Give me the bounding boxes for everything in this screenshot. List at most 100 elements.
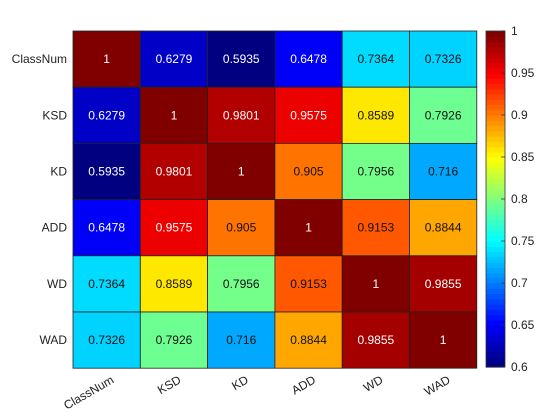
- cell-value-label: 1: [171, 108, 178, 122]
- heatmap-cell-ClassNum-WAD: [409, 30, 478, 88]
- cell-value-label: 0.9153: [357, 221, 394, 235]
- cell-value-label: 0.9855: [357, 333, 394, 347]
- colorbar-segment: [486, 220, 505, 226]
- cell-value-label: 0.716: [226, 333, 256, 347]
- cell-value-label: 0.9855: [425, 277, 462, 291]
- cell-value-label: 0.8844: [290, 333, 327, 347]
- x-tick-labels: ClassNum KSD KD ADD WD WAD: [61, 373, 453, 413]
- colorbar-segment: [486, 209, 505, 216]
- colorbar-tick-label: 1: [511, 24, 518, 38]
- cell-value-label: 1: [373, 277, 380, 291]
- heatmap-cell-KSD-ADD: [274, 86, 343, 144]
- heatmap-cell-WAD-ClassNum: [72, 311, 141, 369]
- colorbar-tick-label: 0.75: [511, 234, 535, 248]
- colorbar-segment: [486, 125, 505, 132]
- y-tick-label-WAD: WAD: [39, 333, 67, 347]
- colorbar-segment: [486, 178, 505, 184]
- colorbar-segment: [486, 62, 505, 69]
- heatmap-cell-KD-ADD: [274, 142, 343, 200]
- cell-value-label: 0.905: [294, 165, 324, 179]
- heatmap-cell-ADD-KSD: [139, 199, 209, 257]
- colorbar-segment: [486, 298, 505, 305]
- heatmap-cells: [72, 30, 478, 369]
- colorbar-segment: [486, 272, 505, 279]
- heatmap-cell-ADD-KD: [207, 199, 276, 257]
- x-tick-label-ADD: ADD: [289, 373, 318, 398]
- heatmap-cell-KD-ClassNum: [72, 142, 141, 200]
- cell-value-label: 0.7956: [357, 165, 394, 179]
- colorbar-segment: [486, 199, 505, 205]
- heatmap-cell-WD-ADD: [274, 255, 343, 313]
- cell-value-label: 1: [440, 333, 447, 347]
- colorbar-segment: [486, 167, 505, 174]
- heatmap-cell-ClassNum-ADD: [274, 30, 343, 88]
- colorbar-segment: [486, 104, 505, 111]
- cell-value-label: 0.6478: [290, 52, 327, 66]
- colorbar-segment: [486, 162, 505, 169]
- colorbar-tick-label: 0.8: [511, 192, 528, 206]
- colorbar-segment: [486, 351, 505, 358]
- colorbar-segment: [486, 146, 505, 153]
- colorbar-segment: [486, 277, 505, 284]
- colorbar-segment: [486, 246, 505, 253]
- cell-value-label: 0.7364: [88, 277, 125, 291]
- colorbar-segment: [486, 136, 505, 142]
- heatmap-cell-ADD-WD: [341, 199, 410, 257]
- colorbar-segment: [486, 319, 505, 326]
- colorbar-segment: [486, 267, 505, 274]
- colorbar-segment: [486, 57, 505, 64]
- heatmap-cell-labels: 1 0.6279 0.5935 0.6478 0.7364 0.7326 0.6279 1 0.…: [88, 52, 462, 347]
- cell-value-label: 0.8589: [357, 108, 394, 122]
- colorbar-segment: [486, 36, 505, 43]
- cell-value-label: 1: [103, 52, 110, 66]
- colorbar-segment: [486, 251, 505, 258]
- x-tick-label-WD: WD: [361, 373, 386, 395]
- colorbar-segment: [486, 73, 505, 79]
- colorbar-tick-label: 0.7: [511, 276, 528, 290]
- heatmap-cell-WAD-WD: [341, 311, 410, 369]
- heatmap-cell-WAD-ADD: [274, 311, 343, 369]
- cell-value-label: 0.9801: [156, 165, 193, 179]
- cell-value-label: 0.716: [428, 165, 458, 179]
- cell-value-label: 0.6478: [88, 221, 125, 235]
- heatmap-cell-WD-WD: [341, 255, 410, 313]
- colorbar-segment: [486, 235, 505, 242]
- cell-value-label: 0.9801: [223, 108, 260, 122]
- colorbar-segment: [486, 120, 505, 127]
- y-tick-label-ClassNum: ClassNum: [12, 52, 67, 66]
- colorbar-segment: [486, 115, 505, 121]
- heatmap-cell-WD-ClassNum: [72, 255, 141, 313]
- colorbar-segment: [486, 157, 505, 163]
- cell-value-label: 0.7326: [425, 52, 462, 66]
- colorbar-segment: [486, 52, 505, 58]
- cell-value-label: 0.5935: [223, 52, 260, 66]
- heatmap-cell-WAD-WAD: [409, 311, 478, 369]
- colorbar-segment: [486, 99, 505, 106]
- cell-value-label: 0.6279: [88, 108, 125, 122]
- colorbar-segment: [486, 304, 505, 310]
- colorbar-segment: [486, 356, 505, 363]
- colorbar-segment: [486, 141, 505, 148]
- colorbar-segment: [486, 314, 505, 321]
- colorbar-segment: [486, 193, 505, 200]
- colorbar-tick-label: 0.85: [511, 150, 535, 164]
- y-tick-labels: ClassNum KSD KD ADD WD WAD: [12, 52, 68, 347]
- colorbar-segment: [486, 31, 505, 37]
- colorbar-segment: [486, 262, 505, 268]
- heatmap-cell-ClassNum-ClassNum: [72, 30, 141, 88]
- cell-value-label: 0.7926: [425, 108, 462, 122]
- heatmap-cell-ClassNum-KD: [207, 30, 276, 88]
- colorbar-segment: [486, 340, 505, 347]
- colorbar-segment: [486, 330, 505, 337]
- colorbar-segment: [486, 214, 505, 221]
- colorbar-segment: [486, 109, 505, 116]
- heatmap-cell-WD-KD: [207, 255, 276, 313]
- x-tick-label-KD: KD: [229, 373, 251, 394]
- cell-value-label: 0.9575: [290, 108, 327, 122]
- cell-value-label: 0.7364: [357, 52, 394, 66]
- colorbar-segment: [486, 204, 505, 211]
- cell-value-label: 0.7956: [223, 277, 260, 291]
- colorbar-segment: [486, 41, 505, 48]
- cell-value-label: 0.5935: [88, 165, 125, 179]
